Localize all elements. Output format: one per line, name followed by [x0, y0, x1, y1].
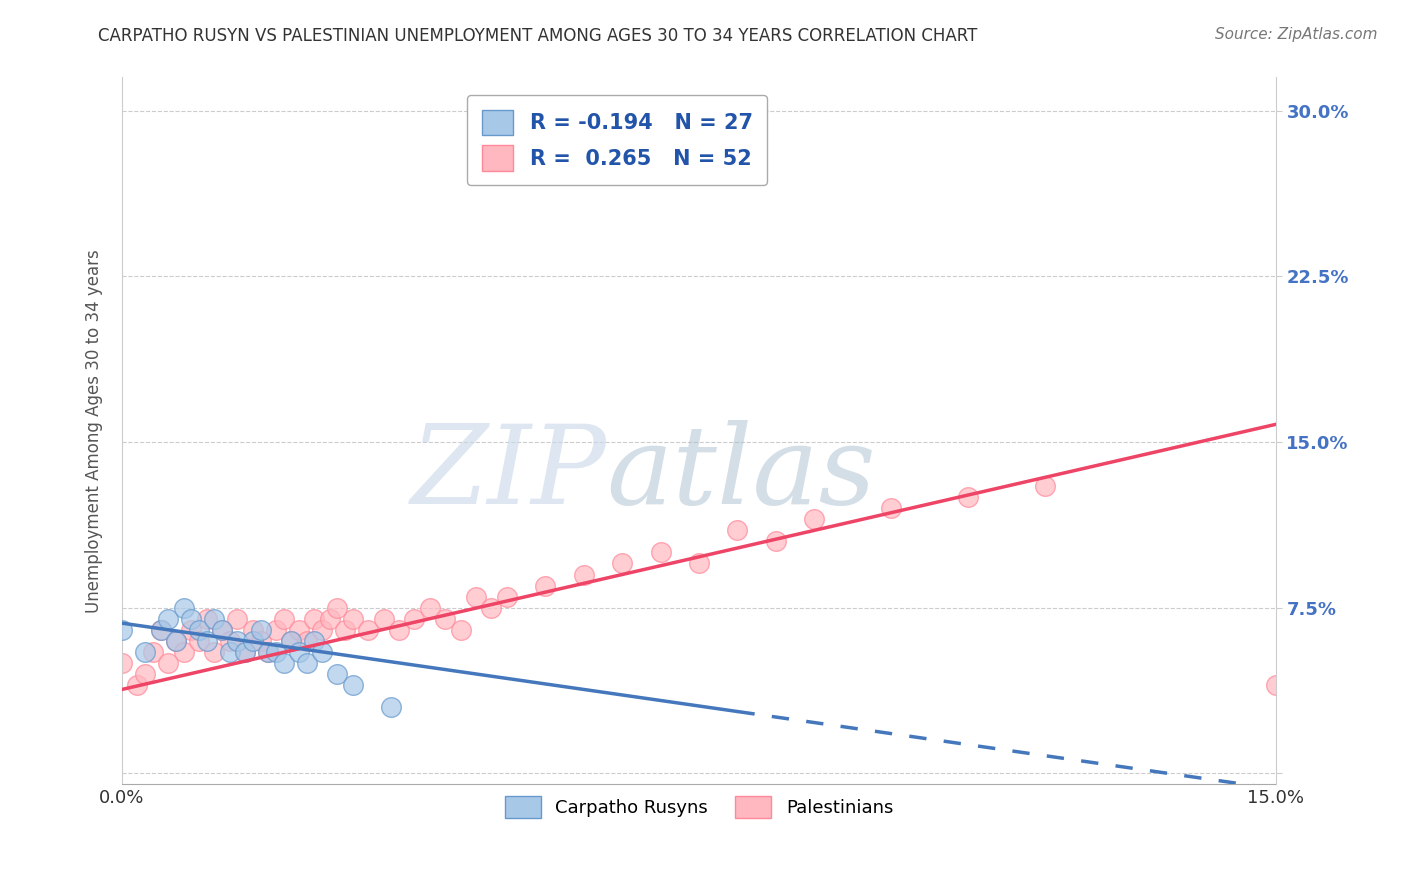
Point	[273, 656, 295, 670]
Point	[226, 612, 249, 626]
Point	[173, 645, 195, 659]
Point	[326, 667, 349, 681]
Point	[273, 612, 295, 626]
Point	[188, 623, 211, 637]
Point	[688, 557, 710, 571]
Point	[326, 600, 349, 615]
Point	[304, 633, 326, 648]
Point	[157, 656, 180, 670]
Point	[157, 612, 180, 626]
Point	[202, 612, 225, 626]
Point	[188, 633, 211, 648]
Point	[295, 656, 318, 670]
Point	[1264, 678, 1286, 692]
Point	[650, 545, 672, 559]
Point	[610, 557, 633, 571]
Point	[319, 612, 342, 626]
Point	[242, 633, 264, 648]
Point	[127, 678, 149, 692]
Point	[288, 623, 311, 637]
Point	[288, 645, 311, 659]
Point	[173, 600, 195, 615]
Point	[450, 623, 472, 637]
Point	[388, 623, 411, 637]
Point	[1033, 479, 1056, 493]
Point	[195, 633, 218, 648]
Point	[404, 612, 426, 626]
Text: atlas: atlas	[606, 419, 876, 527]
Point	[342, 612, 364, 626]
Point	[357, 623, 380, 637]
Point	[342, 678, 364, 692]
Text: ZIP: ZIP	[411, 419, 606, 527]
Point	[233, 645, 256, 659]
Point	[880, 501, 903, 516]
Point	[249, 633, 271, 648]
Point	[211, 623, 233, 637]
Point	[195, 612, 218, 626]
Point	[257, 645, 280, 659]
Text: CARPATHO RUSYN VS PALESTINIAN UNEMPLOYMENT AMONG AGES 30 TO 34 YEARS CORRELATION: CARPATHO RUSYN VS PALESTINIAN UNEMPLOYME…	[98, 27, 977, 45]
Point	[464, 590, 486, 604]
Point	[242, 623, 264, 637]
Point	[803, 512, 825, 526]
Point	[572, 567, 595, 582]
Point	[180, 623, 202, 637]
Point	[249, 623, 271, 637]
Y-axis label: Unemployment Among Ages 30 to 34 years: Unemployment Among Ages 30 to 34 years	[86, 249, 103, 613]
Point	[280, 633, 302, 648]
Point	[180, 612, 202, 626]
Point	[202, 645, 225, 659]
Legend: Carpatho Rusyns, Palestinians: Carpatho Rusyns, Palestinians	[498, 789, 900, 825]
Point	[211, 623, 233, 637]
Point	[333, 623, 356, 637]
Point	[134, 667, 156, 681]
Point	[111, 656, 134, 670]
Point	[380, 700, 402, 714]
Point	[725, 524, 748, 538]
Point	[165, 633, 187, 648]
Point	[134, 645, 156, 659]
Point	[419, 600, 441, 615]
Point	[264, 623, 287, 637]
Point	[534, 578, 557, 592]
Point	[149, 623, 172, 637]
Point	[495, 590, 517, 604]
Point	[957, 490, 980, 504]
Point	[111, 623, 134, 637]
Text: Source: ZipAtlas.com: Source: ZipAtlas.com	[1215, 27, 1378, 42]
Point	[218, 645, 240, 659]
Point	[434, 612, 457, 626]
Point	[264, 645, 287, 659]
Point	[295, 633, 318, 648]
Point	[218, 633, 240, 648]
Point	[226, 633, 249, 648]
Point	[142, 645, 165, 659]
Point	[765, 534, 787, 549]
Point	[304, 612, 326, 626]
Point	[311, 645, 333, 659]
Point	[233, 645, 256, 659]
Point	[479, 600, 502, 615]
Point	[373, 612, 395, 626]
Point	[257, 645, 280, 659]
Point	[165, 633, 187, 648]
Point	[149, 623, 172, 637]
Point	[311, 623, 333, 637]
Point	[280, 633, 302, 648]
